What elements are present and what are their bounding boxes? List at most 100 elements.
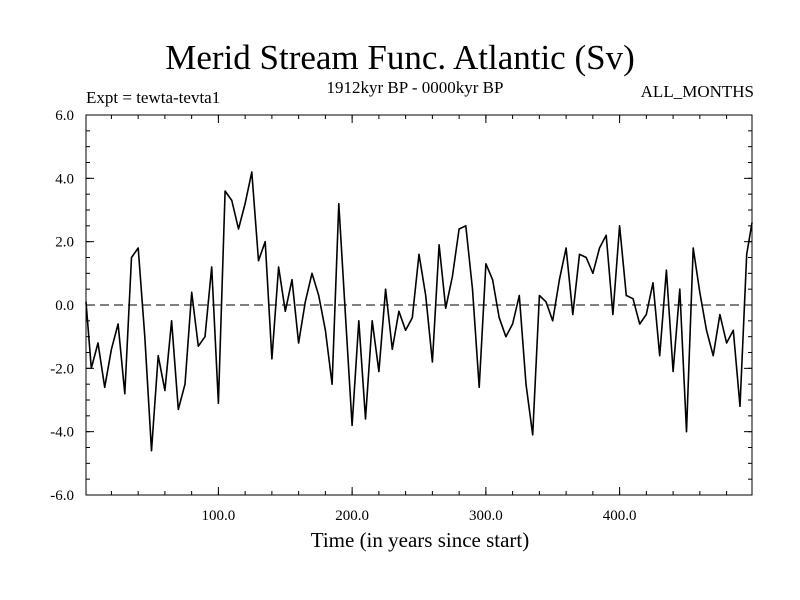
data-point [732,329,734,331]
data-point [90,367,92,369]
data-point [231,199,233,202]
data-point [237,228,240,230]
data-point [545,301,547,303]
chart-title: Merid Stream Func. Atlantic (Sv) [165,38,635,77]
data-point [438,244,440,246]
y-tick-label: 0.0 [55,298,74,314]
data-point [364,418,367,420]
data-point [344,313,347,316]
data-point [478,386,480,388]
x-tick-label: 200.0 [335,508,369,524]
data-point [518,294,520,297]
data-point [298,342,300,344]
data-point [130,256,133,259]
data-point [558,279,561,281]
data-point [150,450,153,452]
data-point [391,348,393,350]
data-point [598,247,601,249]
data-point [184,383,186,385]
data-point [625,294,627,297]
data-point [97,342,99,344]
data-point [699,291,701,293]
data-point [324,329,326,331]
series-line [85,171,753,452]
data-point [532,434,534,436]
data-point [685,431,688,433]
data-point [525,383,527,385]
data-point [445,307,447,309]
data-point [384,288,387,290]
data-point [304,301,306,303]
chart-subtitle: 1912kyr BP - 0000kyr BP [326,78,504,97]
data-point [605,234,607,236]
data-point [284,310,286,312]
data-point [458,228,460,230]
x-tick-label: 300.0 [469,508,503,524]
data-point [418,253,420,255]
data-point [712,355,714,357]
data-point [331,383,333,385]
data-point [351,424,353,426]
data-point [191,291,193,293]
data-point [371,320,373,322]
data-point [110,348,113,350]
months-label: ALL_MONTHS [640,82,754,101]
data-point [398,310,400,312]
x-tick-label: 100.0 [202,508,236,524]
data-point [652,282,654,284]
data-point [725,342,728,344]
data-point [197,345,199,347]
data-point [538,294,540,297]
data-point [264,241,266,243]
data-point [257,260,260,262]
data-point [217,402,219,404]
data-point [491,279,494,281]
data-point [665,269,668,271]
data-point [565,247,567,249]
y-tick-label: -2.0 [50,361,74,377]
x-axis-label: Time (in years since start) [310,528,530,552]
data-point [104,386,106,388]
data-point [117,323,119,325]
plot-frame [85,114,753,496]
y-tick-label: 2.0 [55,235,74,251]
data-point [244,203,246,205]
data-point [679,288,681,290]
data-point [318,294,320,297]
data-point [578,253,581,255]
data-point [471,288,474,290]
data-point [692,247,694,249]
data-point [378,370,380,373]
data-point [411,317,413,319]
data-point [277,266,280,268]
data-point [592,272,594,274]
data-point [672,370,674,373]
y-tick-label: 4.0 [55,171,74,187]
data-point [164,389,166,392]
y-tick-label: 6.0 [55,108,74,124]
data-point [498,317,500,319]
data-point [719,313,721,316]
data-point [505,336,507,338]
experiment-label: Expt = tewta-tevta1 [86,88,221,107]
data-point [124,393,126,395]
data-point [358,320,360,322]
data-point [137,247,139,249]
data-point [431,361,433,363]
data-point [485,263,487,265]
y-tick-label: -4.0 [50,425,74,441]
data-point [177,408,179,411]
data-point [739,405,741,407]
data-point [746,253,748,255]
data-point [639,323,641,325]
data-point [451,275,454,278]
data-point [291,279,293,281]
data-point [705,329,708,331]
data-point [659,355,661,357]
data-point [144,336,146,338]
data-point [211,266,213,268]
data-point [572,313,574,316]
data-point [311,272,313,274]
data-point [585,256,587,259]
